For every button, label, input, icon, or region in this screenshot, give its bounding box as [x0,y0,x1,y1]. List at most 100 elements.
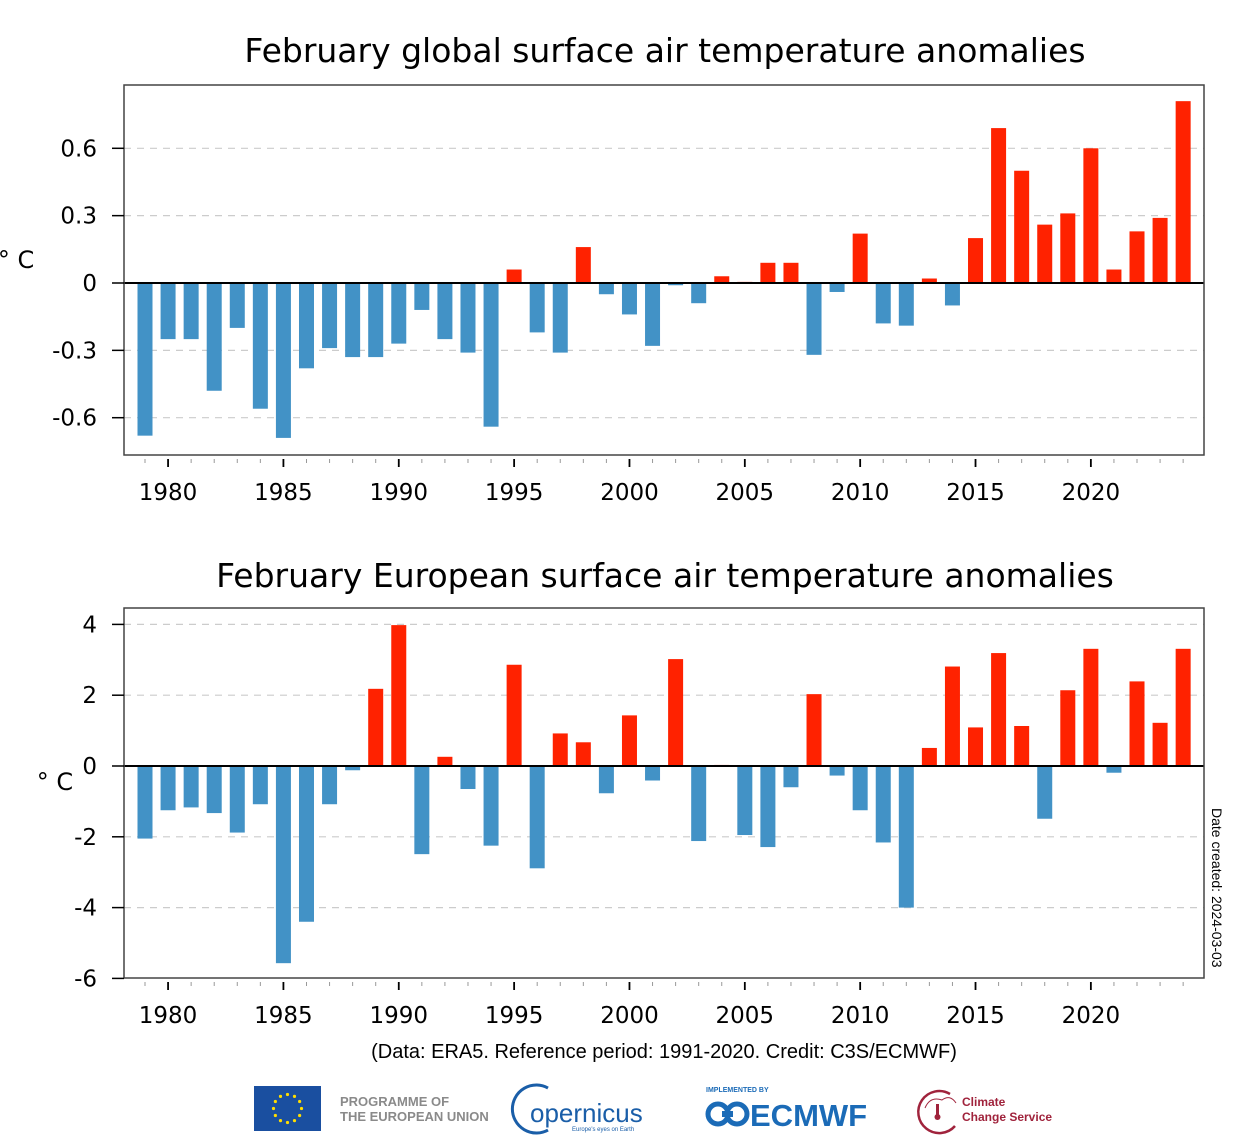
y-tick-label: -0.6 [52,406,97,432]
bar-2023 [1152,217,1168,283]
c3s-text-line1: Climate [962,1095,1006,1109]
eu-star [278,1119,283,1123]
bar-1991 [414,283,430,310]
bar-2018 [1037,224,1053,283]
bar-1998 [575,247,591,283]
y-tick-label: 2 [82,683,97,709]
bar-1980 [160,766,176,811]
bar-1984 [252,766,268,805]
eu-stars-icon [271,1092,304,1125]
x-tick-label: 2000 [600,1003,659,1029]
bar-2002 [668,659,684,766]
bar-1997 [552,733,568,766]
bar-2024 [1175,101,1191,283]
bar-1999 [598,283,614,295]
y-tick-label: -4 [74,896,97,922]
y-tick-label: 0 [82,271,97,297]
bar-1985 [275,766,291,964]
x-tick-label: 2005 [716,1003,775,1029]
bar-1997 [552,283,568,353]
bar-2009 [829,283,845,292]
bar-2019 [1060,213,1076,283]
bar-1982 [206,766,222,814]
bar-1998 [575,742,591,766]
y-tick-label: 4 [82,612,97,638]
bar-2012 [898,766,914,908]
bar-1990 [391,625,407,766]
y-tick-label: -2 [74,825,97,851]
x-tick-label: 1985 [254,480,313,506]
c3s-ring-icon [917,1089,956,1135]
bars [137,101,1191,438]
eu-star [298,1099,302,1104]
bar-2002 [668,283,684,286]
eu-star [273,1113,277,1118]
x-tick-label: 1995 [485,1003,544,1029]
eu-star [271,1106,276,1111]
bar-2003 [691,283,707,304]
bar-2022 [1129,231,1145,283]
date-created: Date created: 2024-03-03 [1209,808,1225,968]
bar-2013 [921,747,937,766]
bar-2024 [1175,648,1191,766]
x-tick-label: 2000 [600,480,659,506]
bar-2016 [991,653,1007,766]
bar-2001 [645,283,661,346]
y-axis-label: ° C [0,246,34,274]
bar-2003 [691,766,707,842]
bar-2020 [1083,148,1099,283]
bar-1993 [460,283,476,353]
bar-1990 [391,283,407,344]
bar-2021 [1106,766,1122,773]
bar-2012 [898,283,914,326]
bar-1996 [529,766,545,869]
plot-frame [123,84,1205,456]
bar-1987 [322,766,338,805]
bar-1987 [322,283,338,349]
x-tick-label: 2005 [716,480,775,506]
bar-2000 [621,283,637,315]
bar-1979 [137,283,153,436]
axes: 4 2 0 -2 -4 -6 1980 1985 1990 1995 2000 2005 2010 201… [74,607,1205,1029]
bar-2023 [1152,722,1168,766]
european-anomalies-chart: February European surface air temperatur… [37,556,1205,1029]
bar-2017 [1014,725,1030,766]
bar-2009 [829,766,845,776]
axes: 0.6 0.3 0 -0.3 -0.6 1980 1985 1990 1995 2000 2005 2… [52,84,1205,506]
bar-1988 [345,283,361,358]
bar-2014 [944,283,960,306]
eu-flag-icon [254,1086,321,1131]
bar-1986 [298,766,314,922]
eu-star [298,1113,302,1118]
copernicus-text: opernicus [530,1098,643,1128]
bar-2011 [875,283,891,324]
bar-2001 [645,766,661,781]
bar-1994 [483,766,499,846]
bar-2014 [944,666,960,766]
y-tick-label: 0.3 [60,204,97,230]
bar-2018 [1037,766,1053,819]
bar-1996 [529,283,545,333]
y-tick-label: -6 [74,966,97,992]
bar-2011 [875,766,891,843]
bar-2016 [991,128,1007,283]
bar-2017 [1014,170,1030,283]
bar-1981 [183,283,199,340]
bar-2020 [1083,648,1099,766]
bar-1979 [137,766,153,839]
bar-1995 [506,269,522,283]
x-tick-label: 1985 [254,1003,313,1029]
ecmwf-symbol-icon [705,1101,750,1127]
bar-2010 [852,233,868,283]
y-axis-label: ° C [37,768,73,796]
bar-1985 [275,283,291,438]
y-tick-label: 0.6 [60,136,97,162]
bar-1994 [483,283,499,427]
eu-star [299,1106,304,1111]
y-tick-label: 0 [82,754,97,780]
bar-1980 [160,283,176,340]
bar-2007 [783,766,799,788]
copernicus-tagline: Europe's eyes on Earth [572,1127,634,1133]
x-tick-label: 2010 [831,1003,890,1029]
